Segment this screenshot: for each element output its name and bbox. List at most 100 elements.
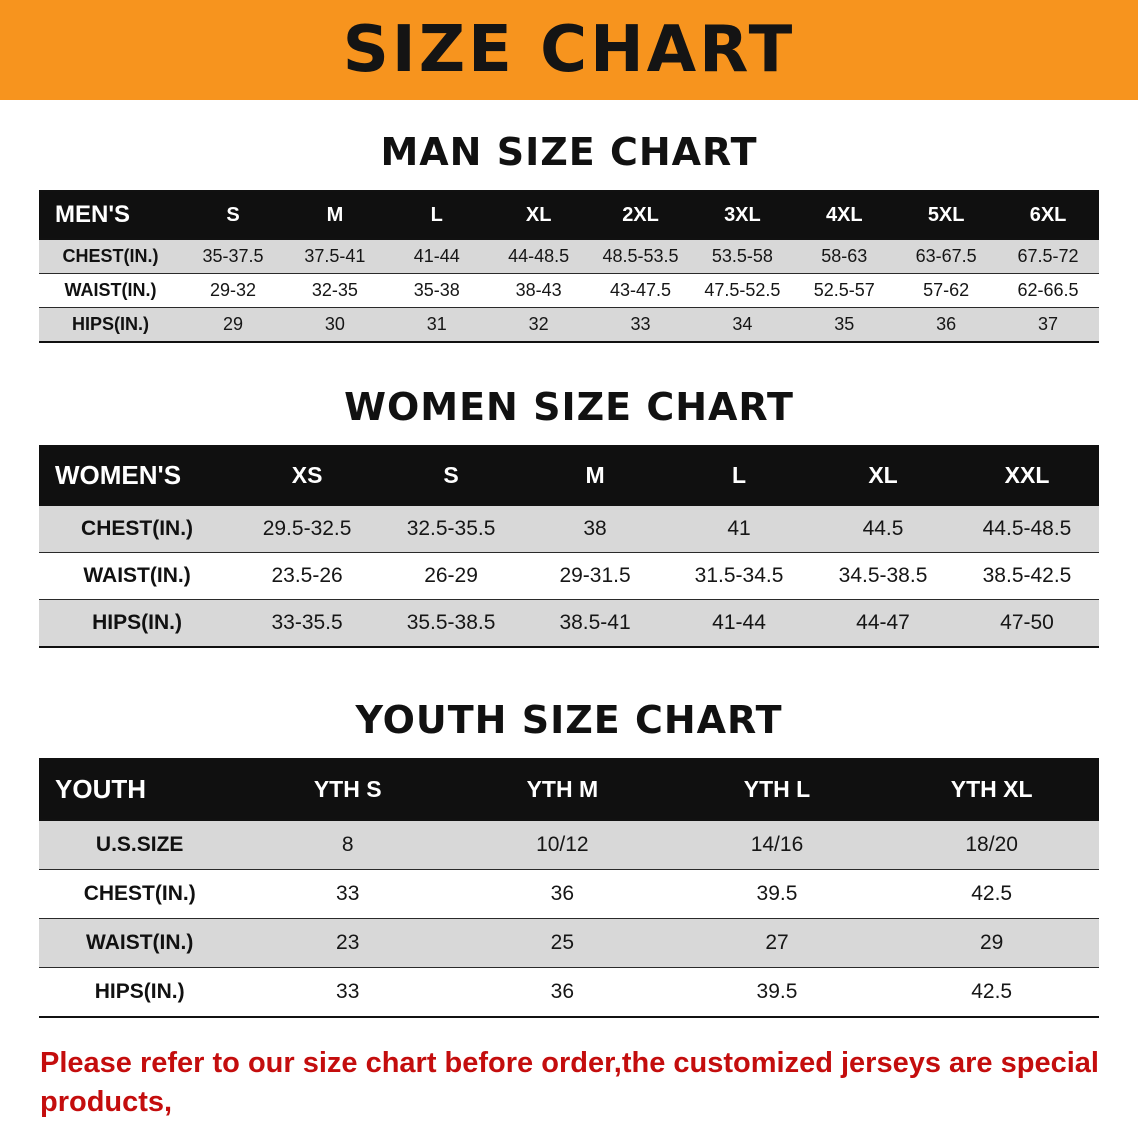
size-column-header: M — [283, 191, 386, 239]
size-value-cell: 29 — [979, 931, 1004, 954]
table-corner-label: YOUTH — [39, 759, 241, 820]
size-value-cell: 8 — [341, 833, 354, 856]
size-value-cell: 26-29 — [424, 564, 478, 587]
size-column-header: S — [182, 191, 284, 239]
size-column-header: 3XL — [691, 191, 794, 239]
size-value-cell: 44.5-48.5 — [982, 517, 1072, 540]
order-notice: Please refer to our size chart before or… — [40, 1044, 1100, 1132]
size-value-cell: 36 — [550, 980, 575, 1003]
men-size-table: MEN'S S M L XL 2XL 3XL 4XL 5XL 6XL CHEST(IN.) 35-37… — [39, 190, 1099, 343]
size-value-cell: 47-50 — [1000, 611, 1054, 634]
size-value-cell: 39.5 — [756, 882, 798, 905]
size-value-cell: 33 — [336, 882, 360, 905]
size-value-cell: 31.5-34.5 — [694, 564, 784, 587]
size-value-cell: 23.5-26 — [271, 564, 343, 587]
size-value-cell: 41-44 — [712, 611, 766, 634]
size-value-cell: 36 — [936, 314, 957, 334]
table-row: HIPS(IN.) 33-35.5 35.5-38.5 38.5-41 41-44 44-… — [39, 599, 1099, 647]
size-value-cell: 43-47.5 — [610, 280, 672, 300]
size-value-cell: 52.5-57 — [813, 280, 875, 300]
table-row: WAIST(IN.) 29-32 32-35 35-38 38-43 43-47.5 47.… — [39, 273, 1099, 308]
size-value-cell: 53.5-58 — [711, 246, 773, 266]
size-value-cell: 27 — [765, 931, 789, 954]
table-row: U.S.SIZE 8 10/12 14/16 18/20 — [39, 820, 1099, 870]
size-column-header: YTH M — [455, 759, 670, 820]
table-header-row: MEN'S S M L XL 2XL 3XL 4XL 5XL 6XL — [39, 191, 1099, 239]
size-value-cell: 44-47 — [856, 611, 910, 634]
size-value-cell: 14/16 — [750, 833, 804, 856]
size-value-cell: 67.5-72 — [1017, 246, 1079, 266]
youth-size-section: YOUTH SIZE CHART YOUTH YTH S YTH M YTH L YTH… — [0, 698, 1138, 1018]
table-row: HIPS(IN.) 29 30 31 32 33 34 35 36 37 — [39, 307, 1099, 342]
row-label: WAIST(IN.) — [83, 564, 191, 587]
size-value-cell: 37.5-41 — [304, 246, 366, 266]
size-value-cell: 44.5 — [862, 517, 904, 540]
size-column-header: XL — [811, 446, 956, 505]
table-row: HIPS(IN.) 33 36 39.5 42.5 — [39, 967, 1099, 1017]
women-size-section: WOMEN SIZE CHART WOMEN'S XS S M L XL XXL CHEST(… — [0, 385, 1138, 648]
size-value-cell: 47.5-52.5 — [704, 280, 781, 300]
size-value-cell: 29-31.5 — [559, 564, 631, 587]
size-value-cell: 34.5-38.5 — [838, 564, 928, 587]
size-column-header: M — [523, 446, 668, 505]
size-value-cell: 30 — [324, 314, 345, 334]
size-value-cell: 23 — [336, 931, 360, 954]
size-value-cell: 38.5-41 — [559, 611, 631, 634]
size-value-cell: 18/20 — [965, 833, 1018, 856]
row-label: WAIST(IN.) — [64, 280, 157, 300]
size-column-header: L — [667, 446, 812, 505]
size-value-cell: 32.5-35.5 — [406, 517, 496, 540]
row-label: HIPS(IN.) — [92, 611, 182, 634]
row-label: CHEST(IN.) — [81, 517, 194, 540]
size-value-cell: 57-62 — [923, 280, 970, 300]
size-value-cell: 29-32 — [210, 280, 257, 300]
size-value-cell: 58-63 — [821, 246, 868, 266]
row-label: CHEST(IN.) — [62, 246, 159, 266]
size-value-cell: 42.5 — [971, 980, 1013, 1003]
size-value-cell: 48.5-53.5 — [602, 246, 679, 266]
men-size-section: MAN SIZE CHART MEN'S S M L XL 2XL 3XL 4XL 5XL 6XL… — [0, 130, 1138, 343]
table-row: CHEST(IN.) 35-37.5 37.5-41 41-44 44-48.5 48.5… — [39, 239, 1099, 274]
size-value-cell: 33 — [336, 980, 360, 1003]
size-value-cell: 10/12 — [536, 833, 589, 856]
size-value-cell: 32-35 — [311, 280, 358, 300]
table-row: CHEST(IN.) 29.5-32.5 32.5-35.5 38 41 44.5 44.5… — [39, 505, 1099, 553]
size-value-cell: 41-44 — [413, 246, 460, 266]
size-value-cell: 33-35.5 — [271, 611, 343, 634]
size-value-cell: 35-37.5 — [202, 246, 264, 266]
size-value-cell: 42.5 — [971, 882, 1013, 905]
size-value-cell: 35 — [834, 314, 855, 334]
row-label: HIPS(IN.) — [72, 314, 150, 334]
size-value-cell: 39.5 — [756, 980, 798, 1003]
row-label: WAIST(IN.) — [86, 931, 194, 954]
size-column-header: XL — [487, 191, 590, 239]
women-size-table: WOMEN'S XS S M L XL XXL CHEST(IN.) 29.5-32.5 32.5… — [39, 445, 1099, 648]
size-value-cell: 41 — [727, 517, 751, 540]
size-column-header: XS — [235, 446, 380, 505]
row-label: CHEST(IN.) — [83, 882, 196, 905]
size-value-cell: 38 — [583, 517, 607, 540]
size-value-cell: 63-67.5 — [915, 246, 977, 266]
size-value-cell: 25 — [550, 931, 575, 954]
table-header-row: YOUTH YTH S YTH M YTH L YTH XL — [39, 759, 1099, 820]
row-label: HIPS(IN.) — [94, 980, 185, 1003]
size-column-header: YTH S — [240, 759, 456, 820]
size-column-header: 5XL — [895, 191, 998, 239]
size-value-cell: 38-43 — [515, 280, 562, 300]
size-column-header: YTH L — [669, 759, 885, 820]
title-banner: SIZE CHART — [0, 0, 1138, 100]
size-column-header: YTH XL — [884, 759, 1099, 820]
size-value-cell: 62-66.5 — [1017, 280, 1079, 300]
table-corner-label: WOMEN'S — [39, 446, 236, 505]
size-column-header: S — [379, 446, 524, 505]
size-column-header: 4XL — [793, 191, 896, 239]
men-section-heading: MAN SIZE CHART — [380, 130, 758, 174]
size-value-cell: 33 — [630, 314, 651, 334]
notice-line-1: Please refer to our size chart before or… — [40, 1047, 1099, 1119]
row-label: U.S.SIZE — [95, 833, 184, 856]
table-header-row: WOMEN'S XS S M L XL XXL — [39, 446, 1099, 505]
size-value-cell: 29 — [223, 314, 244, 334]
size-value-cell: 38.5-42.5 — [982, 564, 1072, 587]
page-title: SIZE CHART — [342, 13, 796, 87]
